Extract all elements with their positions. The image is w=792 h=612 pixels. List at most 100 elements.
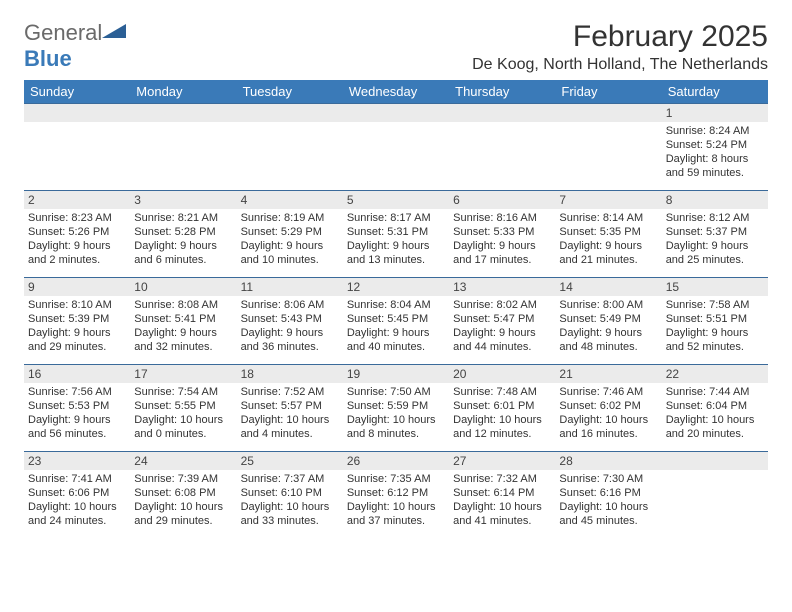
calendar-cell: 26Sunrise: 7:35 AMSunset: 6:12 PMDayligh… [343, 452, 449, 539]
calendar-cell [130, 104, 236, 191]
day-details: Sunrise: 8:23 AMSunset: 5:26 PMDaylight:… [24, 209, 130, 271]
sunset-text: Sunset: 5:41 PM [134, 312, 232, 326]
day-number: 14 [555, 278, 661, 296]
calendar-cell: 8Sunrise: 8:12 AMSunset: 5:37 PMDaylight… [662, 191, 768, 278]
day-number: 2 [24, 191, 130, 209]
day-details: Sunrise: 7:52 AMSunset: 5:57 PMDaylight:… [237, 383, 343, 445]
logo-text-1: General [24, 20, 102, 45]
daylight-text: Daylight: 10 hours and 29 minutes. [134, 500, 232, 528]
day-number [237, 104, 343, 122]
day-details: Sunrise: 8:00 AMSunset: 5:49 PMDaylight:… [555, 296, 661, 358]
sunrise-text: Sunrise: 7:50 AM [347, 385, 445, 399]
sunrise-text: Sunrise: 8:21 AM [134, 211, 232, 225]
daylight-text: Daylight: 9 hours and 21 minutes. [559, 239, 657, 267]
day-number: 4 [237, 191, 343, 209]
day-number: 11 [237, 278, 343, 296]
calendar-cell [555, 104, 661, 191]
day-number: 6 [449, 191, 555, 209]
daylight-text: Daylight: 10 hours and 16 minutes. [559, 413, 657, 441]
calendar-cell: 28Sunrise: 7:30 AMSunset: 6:16 PMDayligh… [555, 452, 661, 539]
daylight-text: Daylight: 10 hours and 41 minutes. [453, 500, 551, 528]
sunrise-text: Sunrise: 8:17 AM [347, 211, 445, 225]
daylight-text: Daylight: 10 hours and 33 minutes. [241, 500, 339, 528]
sunset-text: Sunset: 5:57 PM [241, 399, 339, 413]
calendar-cell: 27Sunrise: 7:32 AMSunset: 6:14 PMDayligh… [449, 452, 555, 539]
calendar-cell: 24Sunrise: 7:39 AMSunset: 6:08 PMDayligh… [130, 452, 236, 539]
day-number: 23 [24, 452, 130, 470]
daylight-text: Daylight: 9 hours and 29 minutes. [28, 326, 126, 354]
calendar-cell [449, 104, 555, 191]
logo: General Blue [24, 20, 128, 72]
day-number: 27 [449, 452, 555, 470]
day-number: 13 [449, 278, 555, 296]
sunrise-text: Sunrise: 8:10 AM [28, 298, 126, 312]
day-number: 25 [237, 452, 343, 470]
day-details: Sunrise: 7:37 AMSunset: 6:10 PMDaylight:… [237, 470, 343, 532]
sunrise-text: Sunrise: 8:12 AM [666, 211, 764, 225]
calendar-cell: 13Sunrise: 8:02 AMSunset: 5:47 PMDayligh… [449, 278, 555, 365]
calendar-cell: 21Sunrise: 7:46 AMSunset: 6:02 PMDayligh… [555, 365, 661, 452]
day-details: Sunrise: 7:32 AMSunset: 6:14 PMDaylight:… [449, 470, 555, 532]
sunrise-text: Sunrise: 7:41 AM [28, 472, 126, 486]
sunset-text: Sunset: 6:04 PM [666, 399, 764, 413]
calendar-cell: 1Sunrise: 8:24 AMSunset: 5:24 PMDaylight… [662, 104, 768, 191]
sunset-text: Sunset: 5:28 PM [134, 225, 232, 239]
month-title: February 2025 [472, 20, 768, 54]
sunset-text: Sunset: 5:31 PM [347, 225, 445, 239]
day-number: 9 [24, 278, 130, 296]
day-number: 8 [662, 191, 768, 209]
calendar-cell: 5Sunrise: 8:17 AMSunset: 5:31 PMDaylight… [343, 191, 449, 278]
calendar-cell: 25Sunrise: 7:37 AMSunset: 6:10 PMDayligh… [237, 452, 343, 539]
sunrise-text: Sunrise: 7:44 AM [666, 385, 764, 399]
sunrise-text: Sunrise: 8:19 AM [241, 211, 339, 225]
sunrise-text: Sunrise: 7:32 AM [453, 472, 551, 486]
title-block: February 2025 De Koog, North Holland, Th… [472, 20, 768, 74]
day-number: 3 [130, 191, 236, 209]
sunrise-text: Sunrise: 8:04 AM [347, 298, 445, 312]
day-details: Sunrise: 7:30 AMSunset: 6:16 PMDaylight:… [555, 470, 661, 532]
calendar-cell: 9Sunrise: 8:10 AMSunset: 5:39 PMDaylight… [24, 278, 130, 365]
calendar-week: 16Sunrise: 7:56 AMSunset: 5:53 PMDayligh… [24, 365, 768, 452]
day-details: Sunrise: 7:50 AMSunset: 5:59 PMDaylight:… [343, 383, 449, 445]
day-number [130, 104, 236, 122]
sunset-text: Sunset: 6:02 PM [559, 399, 657, 413]
day-number: 20 [449, 365, 555, 383]
sunrise-text: Sunrise: 8:02 AM [453, 298, 551, 312]
day-details: Sunrise: 7:58 AMSunset: 5:51 PMDaylight:… [662, 296, 768, 358]
calendar-cell: 23Sunrise: 7:41 AMSunset: 6:06 PMDayligh… [24, 452, 130, 539]
sunrise-text: Sunrise: 7:37 AM [241, 472, 339, 486]
calendar-cell: 14Sunrise: 8:00 AMSunset: 5:49 PMDayligh… [555, 278, 661, 365]
daylight-text: Daylight: 10 hours and 4 minutes. [241, 413, 339, 441]
sunset-text: Sunset: 6:08 PM [134, 486, 232, 500]
day-details: Sunrise: 8:21 AMSunset: 5:28 PMDaylight:… [130, 209, 236, 271]
day-number: 19 [343, 365, 449, 383]
day-number: 16 [24, 365, 130, 383]
daylight-text: Daylight: 9 hours and 52 minutes. [666, 326, 764, 354]
sunrise-text: Sunrise: 8:23 AM [28, 211, 126, 225]
sunrise-text: Sunrise: 7:48 AM [453, 385, 551, 399]
sunrise-text: Sunrise: 7:52 AM [241, 385, 339, 399]
daylight-text: Daylight: 9 hours and 48 minutes. [559, 326, 657, 354]
daylight-text: Daylight: 9 hours and 36 minutes. [241, 326, 339, 354]
day-details: Sunrise: 8:24 AMSunset: 5:24 PMDaylight:… [662, 122, 768, 184]
sunrise-text: Sunrise: 7:54 AM [134, 385, 232, 399]
calendar-cell [24, 104, 130, 191]
day-details: Sunrise: 7:35 AMSunset: 6:12 PMDaylight:… [343, 470, 449, 532]
daylight-text: Daylight: 10 hours and 24 minutes. [28, 500, 126, 528]
daylight-text: Daylight: 9 hours and 44 minutes. [453, 326, 551, 354]
sunrise-text: Sunrise: 7:39 AM [134, 472, 232, 486]
day-details: Sunrise: 7:54 AMSunset: 5:55 PMDaylight:… [130, 383, 236, 445]
day-number [662, 452, 768, 470]
calendar-week: 23Sunrise: 7:41 AMSunset: 6:06 PMDayligh… [24, 452, 768, 539]
calendar-cell: 15Sunrise: 7:58 AMSunset: 5:51 PMDayligh… [662, 278, 768, 365]
calendar-cell: 17Sunrise: 7:54 AMSunset: 5:55 PMDayligh… [130, 365, 236, 452]
sunset-text: Sunset: 5:59 PM [347, 399, 445, 413]
calendar-cell: 22Sunrise: 7:44 AMSunset: 6:04 PMDayligh… [662, 365, 768, 452]
sunset-text: Sunset: 5:29 PM [241, 225, 339, 239]
day-details: Sunrise: 8:12 AMSunset: 5:37 PMDaylight:… [662, 209, 768, 271]
calendar-cell: 12Sunrise: 8:04 AMSunset: 5:45 PMDayligh… [343, 278, 449, 365]
day-number: 26 [343, 452, 449, 470]
day-number: 1 [662, 104, 768, 122]
sunrise-text: Sunrise: 8:24 AM [666, 124, 764, 138]
sunset-text: Sunset: 5:45 PM [347, 312, 445, 326]
